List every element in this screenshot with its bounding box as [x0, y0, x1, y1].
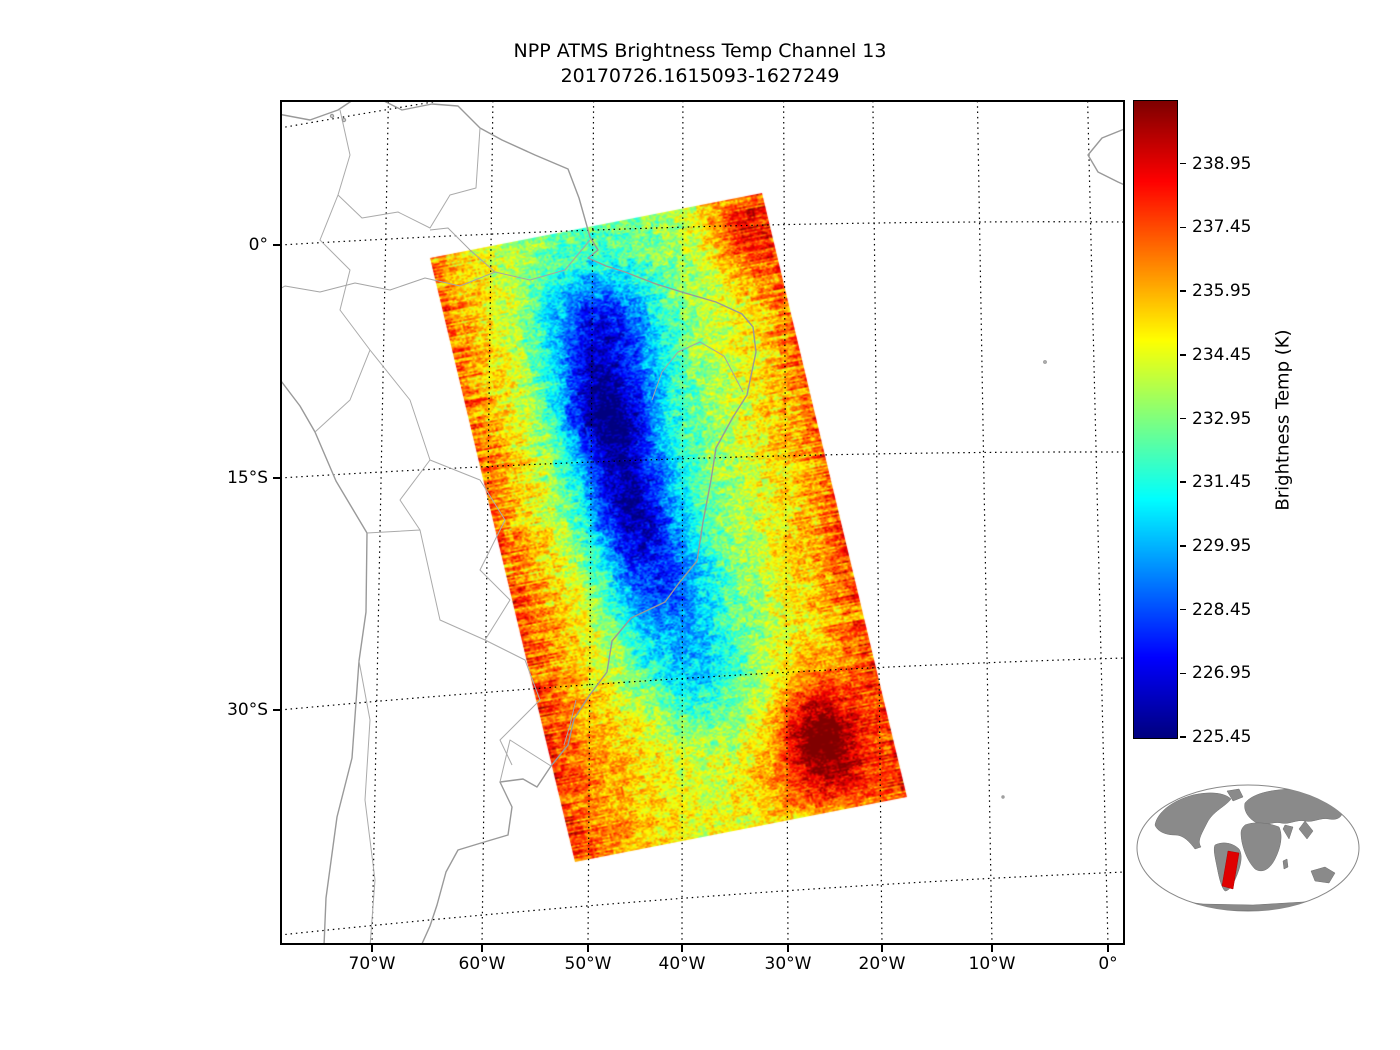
x-tick-mark: [991, 945, 993, 952]
x-tick-label: 20°W: [858, 954, 906, 974]
colorbar-tick-label: 234.45: [1192, 344, 1252, 365]
x-tick-mark: [587, 945, 589, 952]
gridline: [280, 451, 1125, 479]
island-speck: [1043, 360, 1047, 364]
island-speck: [329, 113, 335, 119]
colorbar-tick-mark: [1180, 545, 1186, 547]
inset-north-america: [1154, 792, 1232, 850]
x-tick-label: 60°W: [458, 954, 506, 974]
coastline-africa: [1087, 128, 1125, 186]
gridline: [280, 100, 449, 129]
coastline-west: [280, 378, 368, 945]
inset-globe: [1136, 784, 1360, 912]
colorbar-tick-label: 225.45: [1192, 727, 1252, 747]
colorbar-tick-mark: [1180, 672, 1186, 675]
inset-greenland: [1226, 788, 1244, 802]
x-tick-label: 30°W: [764, 954, 812, 974]
gridline: [280, 871, 1125, 936]
colorbar-tick-mark: [1180, 736, 1186, 738]
inset-india: [1282, 824, 1294, 840]
colorbar-tick-label: 238.95: [1192, 153, 1252, 174]
y-tick-mark: [273, 244, 280, 246]
colorbar-tick-mark: [1180, 481, 1186, 483]
amazon-river: [280, 227, 744, 746]
colorbar-tick-label: 235.95: [1192, 281, 1252, 302]
inset-africa: [1240, 822, 1282, 872]
y-tick-mark: [273, 709, 280, 711]
colorbar-tick-mark: [1180, 226, 1186, 229]
colorbar-tick-label: 228.45: [1192, 599, 1252, 620]
gridline: [1087, 100, 1109, 945]
gridline: [280, 221, 1125, 246]
x-tick-label: 70°W: [348, 954, 396, 974]
chart-subtitle: 20170726.1615093-1627249: [560, 65, 840, 87]
x-tick-label: 0°: [1098, 954, 1118, 974]
colorbar-gradient: [1134, 101, 1177, 738]
gridline: [587, 100, 595, 945]
gridline: [481, 100, 494, 945]
inset-madagascar: [1282, 858, 1289, 870]
colorbar-tick-label: 232.95: [1192, 408, 1252, 429]
x-tick-label: 40°W: [658, 954, 706, 974]
gridline: [783, 100, 789, 945]
colorbar-tick-mark: [1180, 162, 1186, 165]
inset-swath-footprint: [1221, 850, 1240, 890]
x-tick-mark: [1107, 945, 1109, 952]
x-tick-mark: [681, 945, 683, 952]
colorbar-tick-mark: [1180, 354, 1186, 356]
latlon-gridlines: [280, 100, 1125, 945]
gridline: [280, 657, 1125, 711]
chart-title: NPP ATMS Brightness Temp Channel 13: [513, 40, 887, 62]
colorbar-tick-label: 229.95: [1192, 535, 1252, 556]
island-speck: [1001, 795, 1005, 799]
colorbar-tick-mark: [1180, 417, 1186, 420]
colorbar: [1133, 100, 1178, 739]
colorbar-tick-label: 237.45: [1192, 217, 1252, 238]
x-tick-label: 10°W: [968, 954, 1016, 974]
inset-australia: [1310, 866, 1336, 884]
island-speck: [341, 117, 347, 123]
country-borders: [314, 109, 552, 945]
coastline-east: [280, 100, 757, 945]
x-tick-mark: [787, 945, 789, 952]
map-overlay: [280, 100, 1125, 945]
plot-frame: [280, 100, 1125, 945]
y-tick-label: 30°S: [227, 700, 268, 720]
y-tick-label: 0°: [248, 235, 268, 255]
map-plot: [280, 100, 1125, 945]
y-tick-label: 15°S: [227, 468, 268, 488]
x-tick-mark: [481, 945, 483, 952]
gridline: [371, 100, 389, 945]
colorbar-tick-label: 226.95: [1192, 663, 1252, 684]
x-tick-mark: [881, 945, 883, 952]
coastlines: [280, 100, 1125, 945]
colorbar-tick-mark: [1180, 608, 1186, 611]
inset-se-asia: [1298, 820, 1314, 840]
y-tick-mark: [273, 477, 280, 479]
gridline: [976, 100, 993, 945]
colorbar-tick-label: 231.45: [1192, 472, 1252, 493]
x-tick-mark: [371, 945, 373, 952]
colorbar-tick-mark: [1180, 290, 1186, 292]
x-tick-label: 50°W: [564, 954, 612, 974]
gridline: [872, 100, 883, 945]
